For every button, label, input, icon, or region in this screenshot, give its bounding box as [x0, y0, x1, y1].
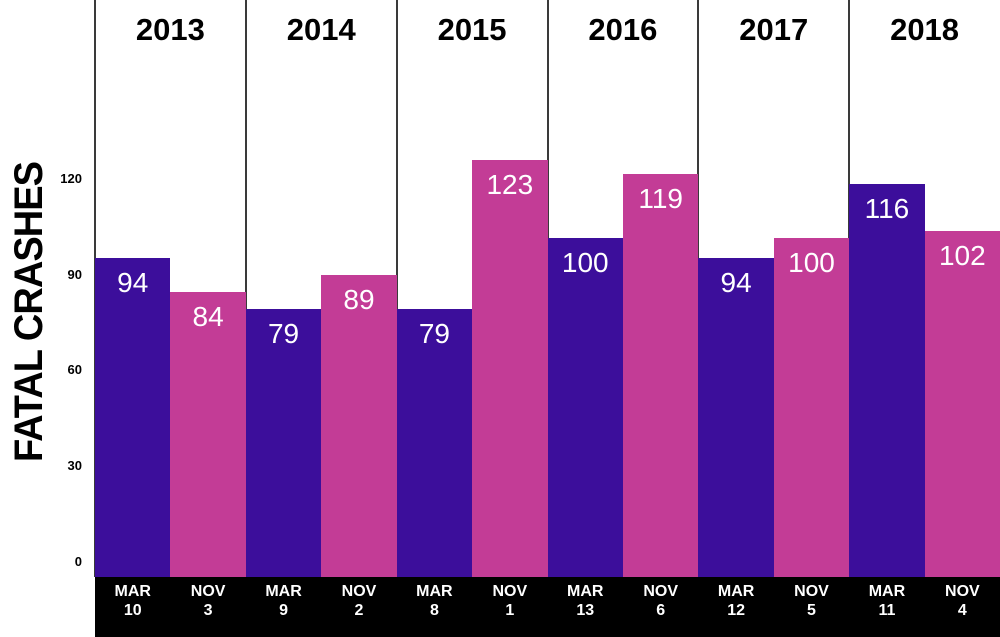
bar-2018-nov-4: 102 [924, 231, 1000, 577]
x-label-month: NOV [643, 583, 678, 600]
x-label-month: NOV [492, 583, 528, 600]
x-label-month: MAR [265, 583, 302, 600]
bar-value-label: 116 [864, 193, 910, 224]
x-label-month: MAR [416, 583, 453, 600]
x-label-day: 5 [807, 602, 816, 619]
x-label-month: NOV [945, 583, 980, 600]
x-label-day: 6 [656, 602, 666, 619]
bar-2016-nov-6: 119 [622, 174, 699, 577]
bars-container: 94 84 79 89 79 123 100 119 94 100 116 102 [95, 0, 1000, 577]
year-header-2014: 2014 [286, 12, 356, 47]
bar-value-label: 100 [561, 247, 609, 278]
x-label-nov-1: NOV 1 [472, 577, 547, 637]
x-label-day: 11 [878, 602, 896, 619]
bar-2014-nov-2: 89 [321, 275, 397, 577]
x-label-day: 4 [957, 602, 967, 619]
bar-2018-mar-11: 116 [849, 184, 925, 577]
x-label-month: MAR [567, 583, 604, 600]
bar-2014-mar-9: 79 [245, 309, 322, 577]
x-label-mar-9: MAR 9 [246, 577, 321, 637]
bar-value-label: 79 [418, 318, 450, 349]
bar-2013-mar-10: 94 [95, 258, 171, 577]
bar-2015-nov-1: 123 [472, 160, 548, 577]
year-header-2018: 2018 [890, 12, 960, 47]
x-label-month: NOV [794, 583, 829, 600]
x-label-mar-8: MAR 8 [397, 577, 472, 637]
x-label-day: 10 [123, 602, 142, 619]
bar-value-label: 123 [486, 169, 534, 200]
bar-2017-nov-5: 100 [773, 238, 850, 577]
x-label-nov-5: NOV 5 [774, 577, 849, 637]
year-header-2017: 2017 [739, 12, 809, 47]
bar-value-label: 94 [720, 267, 752, 298]
bar-2013-nov-3: 84 [170, 292, 246, 577]
x-label-day: 13 [576, 602, 595, 619]
y-tick-label-90: 90 [67, 267, 82, 282]
x-label-month: MAR [114, 583, 151, 600]
y-axis-title: FATAL CRASHES [7, 161, 51, 463]
year-header-2015: 2015 [437, 12, 507, 47]
bar-2015-mar-8: 79 [396, 309, 473, 577]
x-label-mar-11: MAR 11 [849, 577, 924, 637]
bar-2016-mar-13: 100 [547, 238, 623, 577]
x-label-nov-3: NOV 3 [170, 577, 245, 637]
x-label-nov-2: NOV 2 [321, 577, 396, 637]
x-label-day: 1 [505, 602, 515, 619]
bar-value-label: 102 [938, 240, 986, 271]
x-label-month: NOV [190, 583, 226, 600]
year-header-2016: 2016 [588, 12, 658, 47]
x-label-day: 3 [203, 602, 213, 619]
x-label-day: 2 [354, 602, 364, 619]
x-label-month: NOV [341, 583, 377, 600]
x-label-day: 12 [727, 602, 745, 619]
plot-area: 2013 2014 2015 2016 2017 2018 94 84 79 89 79 123 10… [94, 0, 1000, 577]
y-tick-label-120: 120 [60, 171, 82, 186]
x-label-month: MAR [868, 583, 906, 600]
x-axis-band: MAR 10 NOV 3 MAR 9 NOV 2 MAR 8 NOV 1 MAR 13 NOV 6 MAR 12 N… [95, 577, 1000, 637]
y-tick-label-30: 30 [67, 458, 82, 473]
bar-value-label: 94 [117, 267, 149, 298]
x-label-day: 9 [279, 602, 288, 619]
x-label-month: MAR [717, 583, 755, 600]
x-label-nov-4: NOV 4 [925, 577, 1000, 637]
x-label-mar-12: MAR 12 [698, 577, 773, 637]
bar-value-label: 89 [343, 284, 375, 315]
x-label-nov-6: NOV 6 [623, 577, 698, 637]
y-tick-label-60: 60 [67, 362, 82, 377]
y-tick-label-0: 0 [74, 554, 82, 569]
bar-value-label: 79 [267, 318, 300, 349]
year-header-2013: 2013 [135, 12, 205, 47]
x-label-mar-10: MAR 10 [95, 577, 170, 637]
bar-value-label: 119 [638, 183, 683, 214]
bar-2017-mar-12: 94 [698, 258, 774, 577]
x-label-day: 8 [429, 602, 439, 619]
year-divider-line [244, 0, 247, 577]
bar-value-label: 84 [192, 301, 224, 332]
x-label-mar-13: MAR 13 [548, 577, 623, 637]
bar-value-label: 100 [788, 247, 835, 278]
